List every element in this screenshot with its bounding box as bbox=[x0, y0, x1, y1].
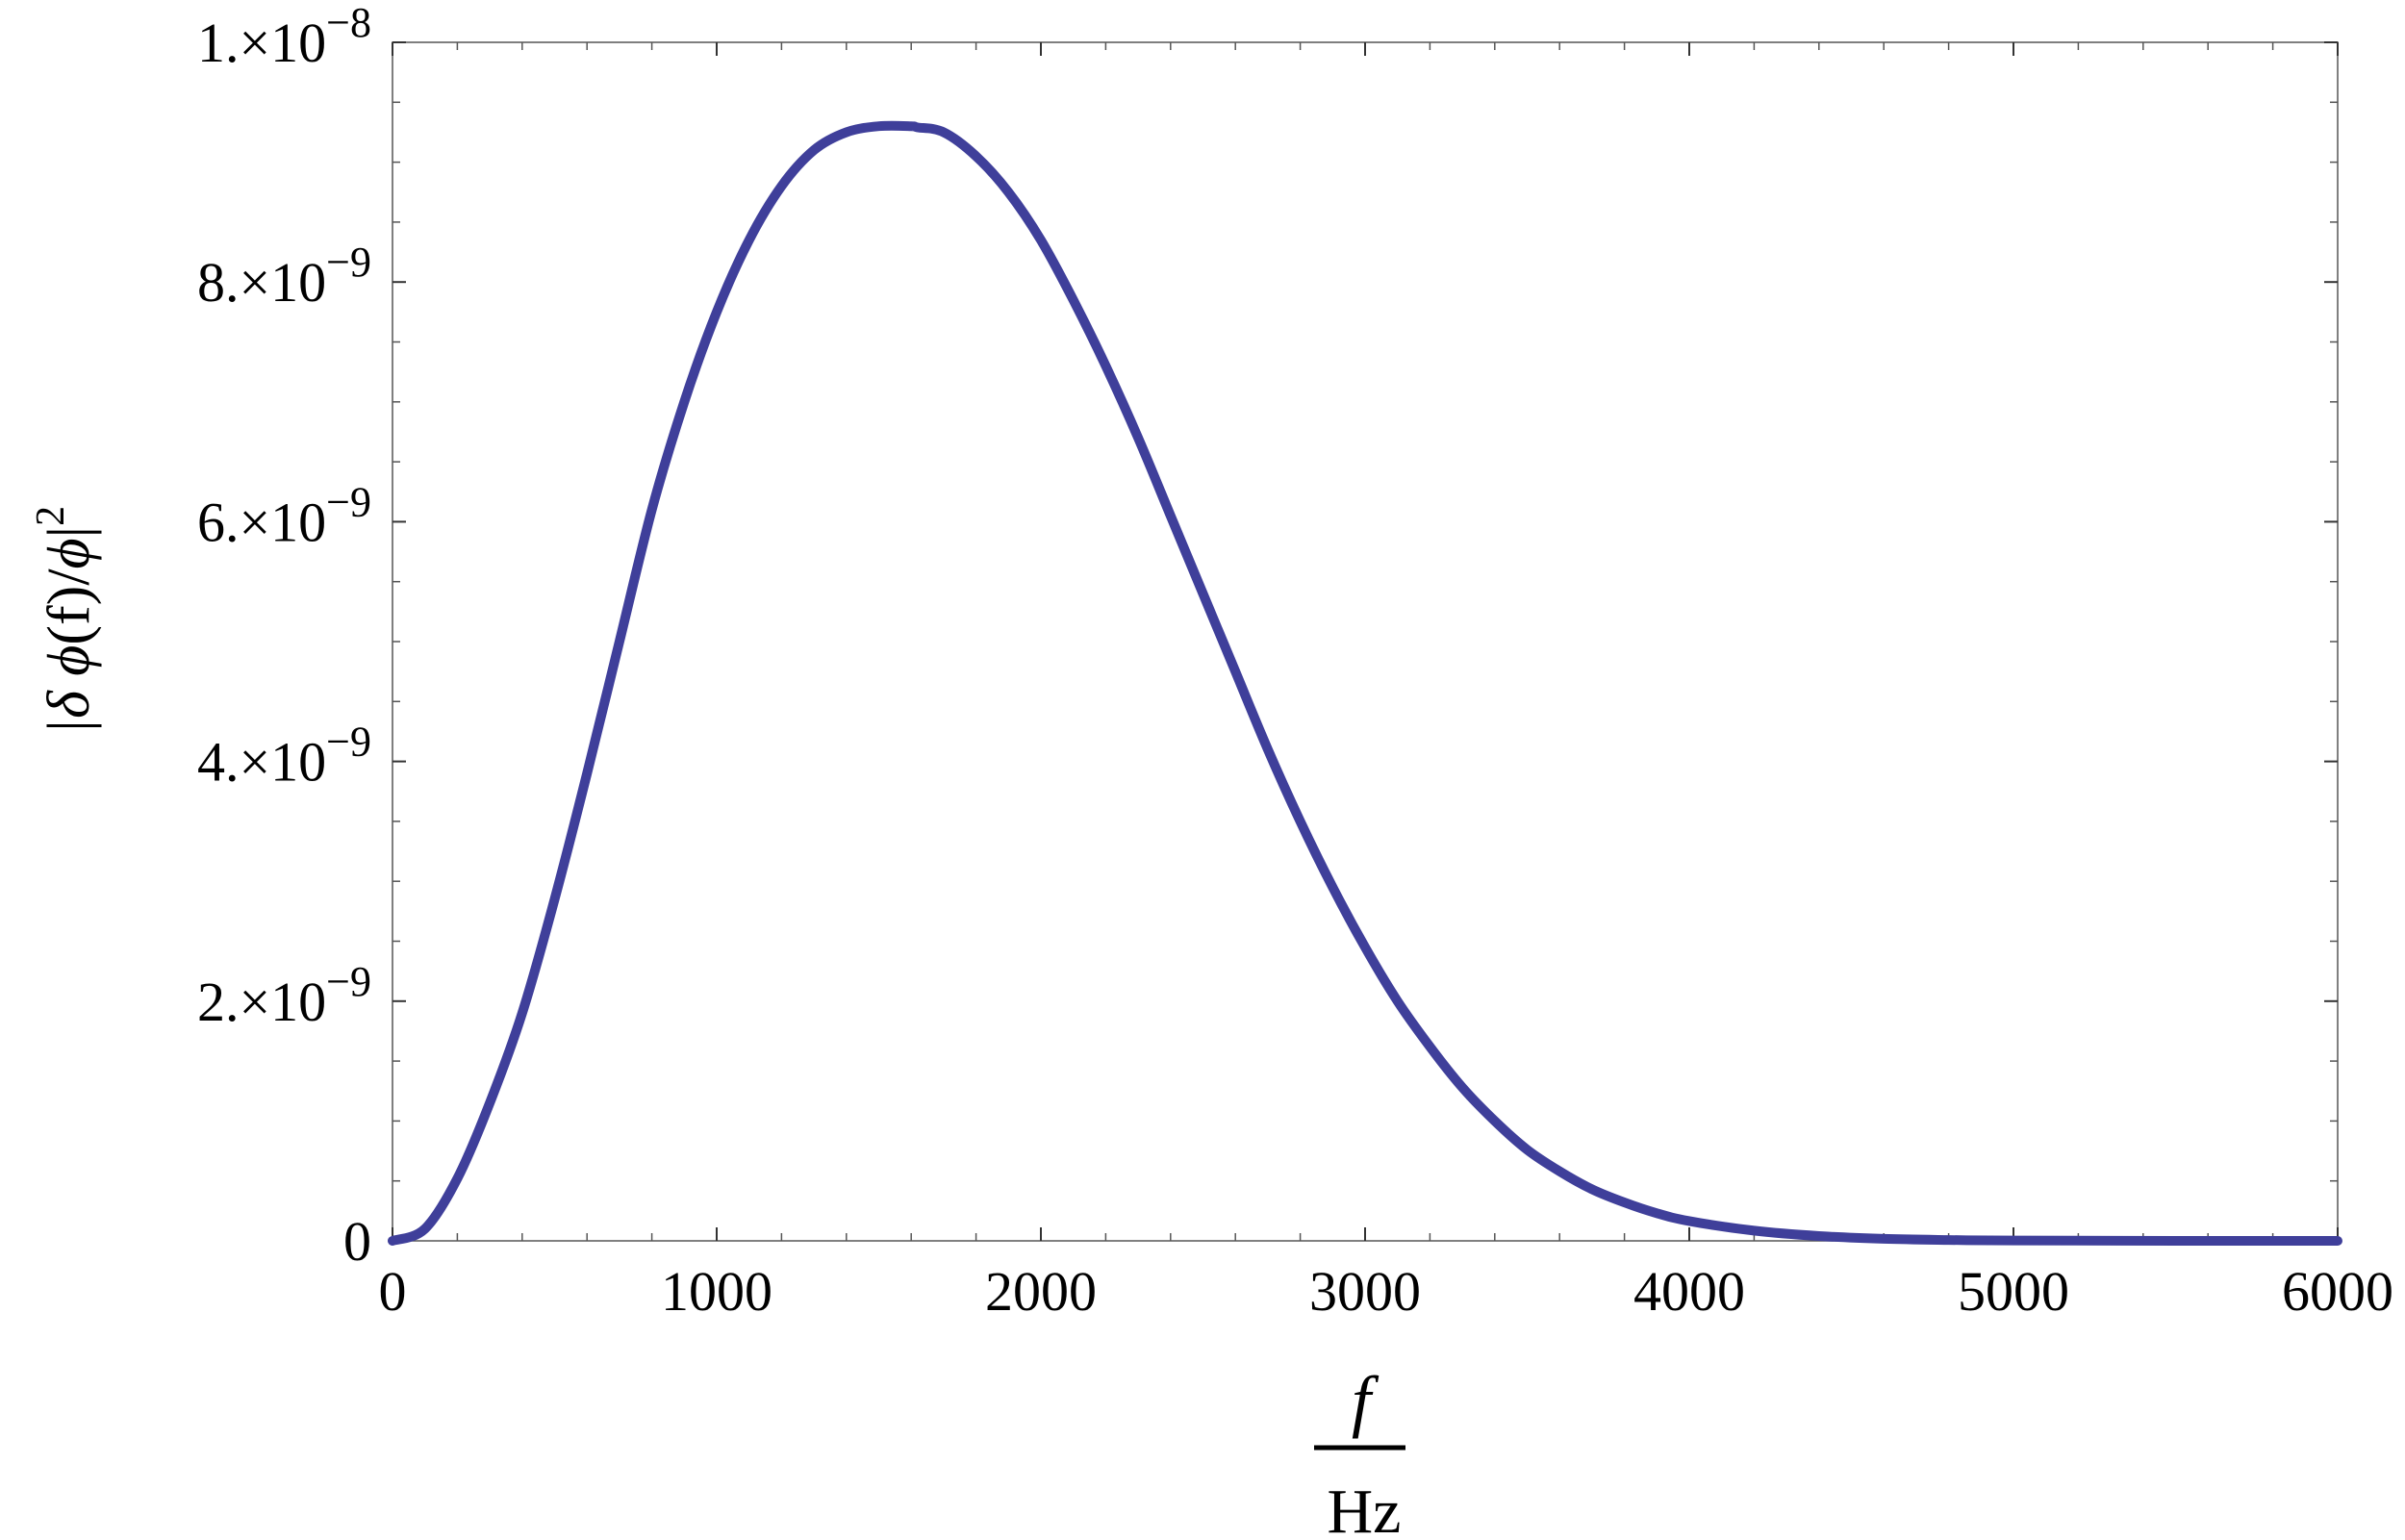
x-tick-label: 4000 bbox=[1633, 1260, 1745, 1323]
y-axis-label: |δ ϕ(f)/ϕ|2 bbox=[29, 506, 102, 735]
y-label-middle: (f)/ bbox=[37, 568, 102, 645]
y-label-phi-1: ϕ bbox=[37, 645, 102, 676]
x-tick-label: 2000 bbox=[985, 1260, 1097, 1323]
series-line bbox=[388, 120, 2342, 1247]
plot-frame bbox=[392, 41, 2339, 1242]
y-tick-label: 0 bbox=[343, 1210, 371, 1273]
y-label-phi-2: ϕ bbox=[37, 538, 102, 568]
x-tick-label: 6000 bbox=[2282, 1260, 2393, 1323]
ticks-layer bbox=[392, 41, 2339, 1242]
y-label-exponent: 2 bbox=[29, 506, 73, 526]
y-label-suffix: | bbox=[37, 526, 102, 538]
y-tick-label: 1.×10−8 bbox=[197, 0, 371, 74]
x-tick-label: 1000 bbox=[661, 1260, 772, 1323]
x-axis-label-numerator: f bbox=[1352, 1362, 1380, 1439]
y-tick-label: 4.×10−9 bbox=[197, 719, 371, 794]
tick-labels-layer: 0 1000 2000 3000 4000 5000 6000 0 2.×10−9 4.×10−9… bbox=[197, 0, 2393, 1323]
x-tick-label: 5000 bbox=[1958, 1260, 2069, 1323]
y-tick-label: 8.×10−9 bbox=[197, 239, 371, 314]
x-axis-label-denominator: Hz bbox=[1328, 1477, 1402, 1540]
y-label-prefix: |δ bbox=[37, 676, 102, 735]
y-tick-label: 2.×10−9 bbox=[197, 958, 371, 1033]
x-tick-label: 3000 bbox=[1309, 1260, 1421, 1323]
y-tick-label: 6.×10−9 bbox=[197, 478, 371, 553]
x-tick-label: 0 bbox=[379, 1260, 407, 1323]
